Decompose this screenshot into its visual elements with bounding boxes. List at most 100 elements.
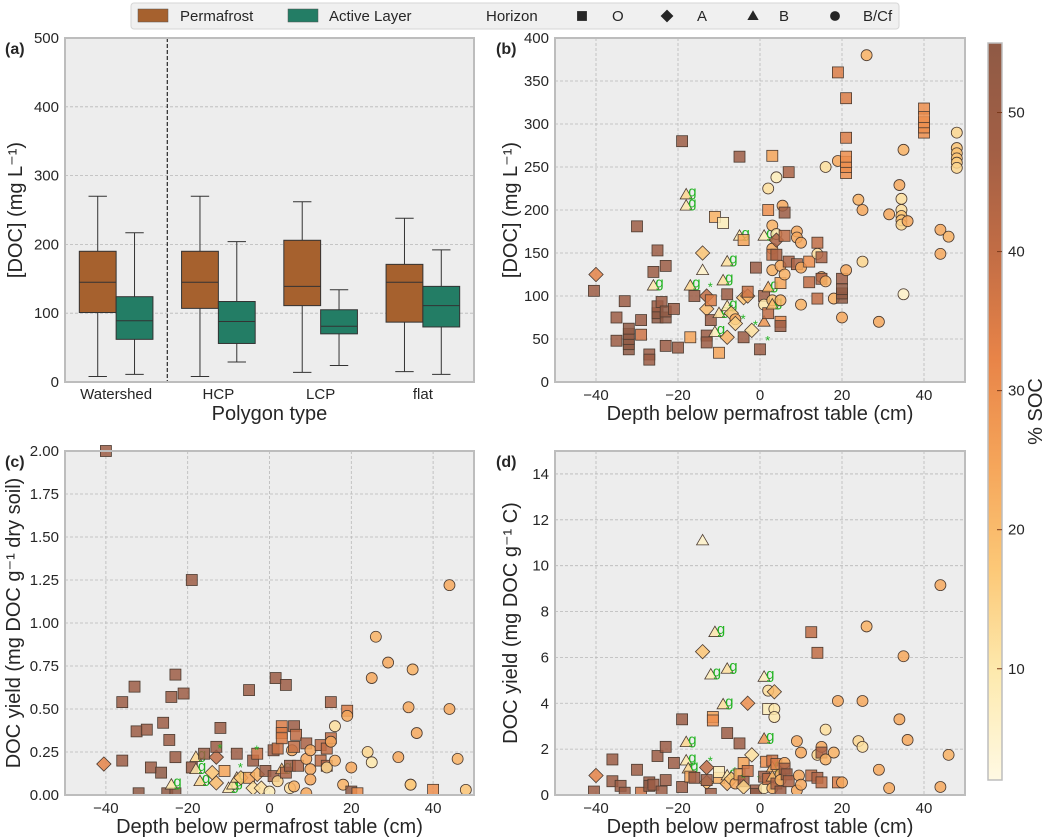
flag-g-label: g (729, 295, 737, 312)
data-point-square (815, 776, 828, 789)
data-point-triangle (712, 306, 726, 319)
x-tick-label: 0 (756, 387, 764, 404)
data-point-circle (836, 776, 848, 789)
data-point-triangle (720, 254, 734, 267)
data-point-circle (451, 752, 464, 765)
data-point-square (198, 747, 210, 760)
legend-label: Horizon (486, 8, 538, 25)
panel-c-scatter: −40 −20 0 20 40 0.00 0.25 0.50 0.75 1.00 1.25 1.50 1… (3, 443, 475, 838)
data-point-square (165, 691, 178, 703)
flag-g-label: g (725, 270, 733, 287)
data-point-circle (774, 294, 787, 307)
y-tick-label: 1.50 (30, 529, 59, 546)
category-label: Watershed (80, 386, 152, 403)
y-tick-label: 1.25 (30, 572, 59, 589)
data-point-circle (934, 247, 947, 260)
data-point-circle (840, 264, 852, 277)
data-point-circle (893, 713, 906, 726)
data-point-square (840, 131, 852, 144)
data-point-square (218, 765, 231, 777)
y-tick-label: 100 (524, 288, 549, 305)
category-label: LCP (306, 386, 335, 403)
data-point-circle (768, 711, 781, 723)
y-axis-label: [DOC] (mg L⁻¹) (5, 142, 27, 278)
flag-star-marker: * (765, 333, 770, 348)
y-tick-label: 10 (532, 558, 549, 575)
data-point-square (647, 266, 660, 278)
data-point-square (840, 92, 852, 105)
flag-star-marker: * (741, 771, 746, 786)
data-point-square (811, 292, 824, 305)
data-point-circle (263, 785, 276, 795)
colorbar-tick-label: 50 (1008, 105, 1025, 122)
y-tick-label: 400 (524, 30, 549, 47)
data-point-triangle (189, 762, 203, 774)
data-point-square (688, 290, 701, 302)
colorbar-tick-label: 30 (1008, 383, 1025, 400)
box-iqr (320, 309, 358, 335)
data-point-square (700, 774, 713, 786)
data-point-circle (369, 630, 382, 643)
data-point-square (631, 220, 643, 233)
data-point-circle (329, 754, 341, 767)
data-point-triangle (646, 278, 661, 291)
data-point-triangle (720, 662, 734, 674)
x-axis-label: Depth below permafrost table (cm) (607, 403, 914, 425)
data-point-square (733, 150, 746, 163)
box-active-layer-hcp (217, 241, 256, 363)
y-tick-label: 2 (541, 741, 549, 758)
x-tick-label: 0 (756, 800, 764, 817)
data-point-circle (856, 204, 869, 216)
data-point-circle (827, 746, 840, 759)
data-point-triangle (765, 297, 780, 310)
data-point-triangle (695, 533, 710, 546)
data-point-circle (410, 727, 423, 739)
data-point-triangle (757, 314, 771, 327)
y-tick-label: 100 (34, 305, 59, 322)
data-point-square (351, 787, 364, 795)
data-point-square (130, 725, 143, 738)
data-point-diamond (744, 322, 760, 339)
data-point-square (659, 259, 672, 272)
data-point-square (651, 750, 664, 762)
data-point-circle (883, 208, 896, 221)
legend-patch-active-layer (287, 8, 319, 23)
data-point-square (782, 166, 795, 179)
flag-g-label: g (717, 321, 725, 338)
box-active-layer-flat (422, 249, 461, 375)
data-point-circle (304, 744, 317, 757)
data-point-circle (795, 298, 807, 311)
data-point-square (754, 343, 766, 356)
data-point-circle (860, 620, 873, 633)
data-point-square (128, 680, 141, 693)
data-point-square (588, 284, 600, 297)
flag-g-label: g (202, 770, 210, 787)
data-point-square (709, 210, 721, 223)
colorbar-tick-label: 10 (1008, 661, 1025, 678)
y-axis-label: DOC yield (mg DOC g⁻¹ C) (500, 502, 522, 744)
data-point-square (659, 339, 672, 352)
data-point-diamond (588, 266, 604, 283)
data-point-circle (795, 746, 807, 759)
y-tick-label: 350 (524, 73, 549, 90)
y-tick-label: 1.00 (30, 615, 59, 632)
data-point-square (635, 314, 647, 326)
flag-g-label: g (766, 728, 774, 745)
data-point-square (704, 294, 717, 307)
data-point-triangle (716, 697, 730, 710)
data-point-square (177, 687, 190, 700)
data-point-square (717, 216, 729, 229)
data-point-square (836, 283, 848, 296)
panel-b-scatter: −40 −20 0 20 40050100150200250300350400Depth… (496, 30, 966, 425)
data-point-square (684, 331, 697, 344)
legend-label: A (697, 8, 707, 25)
data-point-square (668, 756, 680, 769)
x-tick-label: −20 (665, 800, 690, 817)
legend-label: Active Layer (329, 8, 412, 25)
y-tick-label: 4 (541, 695, 549, 712)
flag-g-label: g (688, 184, 696, 201)
data-point-circle (795, 778, 807, 791)
flag-g-label: g (766, 666, 774, 683)
data-point-square (659, 740, 672, 753)
data-point-circle (819, 753, 832, 766)
